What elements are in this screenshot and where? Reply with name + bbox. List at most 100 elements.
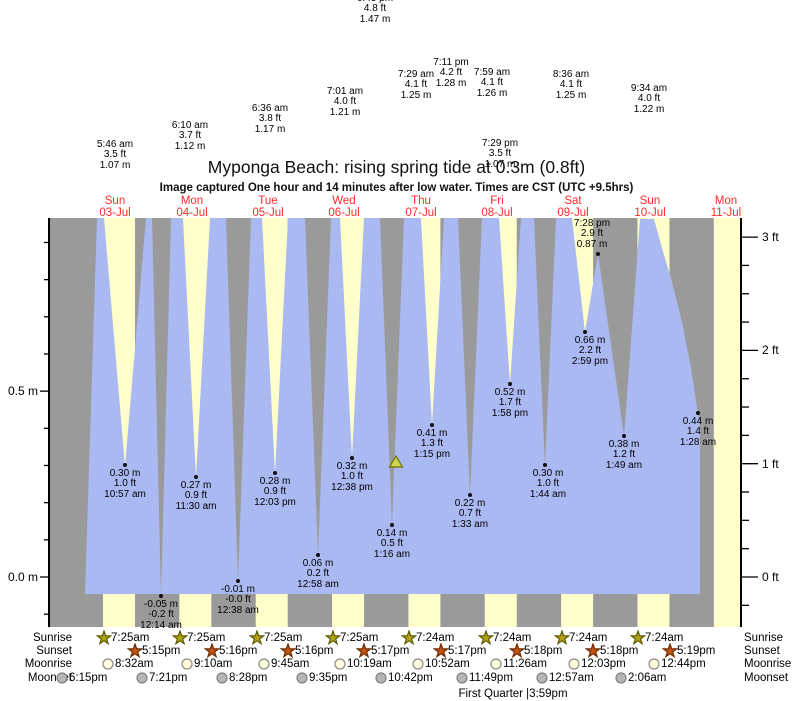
moonrise-icon <box>412 658 424 670</box>
moonset-time: 11:49pm <box>469 671 513 684</box>
page-subtitle: Image captured One hour and 14 minutes a… <box>159 182 634 194</box>
high-tide-label: 6:10 am 3.7 ft 1.12 m <box>158 120 222 152</box>
moonrise-icon <box>100 656 116 677</box>
sunrise-time: 7:25am <box>187 631 226 644</box>
row-label-moonrise-left: Moonrise <box>24 657 72 670</box>
high-tide-label: 7:28 pm 2.9 ft 0.87 m <box>560 218 624 250</box>
sunrise-star-icon <box>324 629 342 646</box>
sunset-time: 5:16pm <box>219 644 258 657</box>
day-name: Mon <box>180 195 204 207</box>
high-tide-label-line: 0.87 m <box>576 238 608 250</box>
moonrise-time: 12:44pm <box>661 657 706 670</box>
moonrise-icon <box>410 656 426 677</box>
high-tide-label-line: 1.25 m <box>555 89 587 101</box>
low-tide-label-line: 2.2 ft <box>578 345 602 357</box>
sunrise-star-icon <box>248 629 266 646</box>
moonrise-icon <box>332 656 348 677</box>
sunset-star-icon-shape <box>355 642 373 659</box>
sunset-time: 5:15pm <box>142 644 181 657</box>
sunrise-star-icon <box>248 629 266 651</box>
moonrise-icon-shape <box>102 658 114 670</box>
high-tide-label: 7:29 pm 3.5 ft 1.07 m <box>468 138 532 170</box>
sunset-star-icon <box>584 642 602 664</box>
sunset-time: 5:17pm <box>448 644 487 657</box>
low-tide-label: 0.14 m 0.5 ft 1:16 am <box>360 528 424 560</box>
low-tide-label: 0.30 m 1.0 ft 1:44 am <box>516 468 580 500</box>
sunset-star-icon-shape <box>279 642 297 659</box>
moonset-icon <box>216 672 228 684</box>
low-tide-label: -0.01 m -0.0 ft 12:38 am <box>206 584 270 616</box>
low-tide-label-line: -0.2 ft <box>148 609 174 621</box>
moonrise-time: 10:19am <box>347 657 392 670</box>
moonset-icon <box>294 670 310 691</box>
day-date: 09-Jul <box>557 206 589 219</box>
moonset-icon-shape <box>296 672 308 684</box>
day-name: Wed <box>332 195 356 207</box>
high-tide-label-line: 1.17 m <box>254 123 286 135</box>
y-axis-right-label: 1 ft <box>762 456 779 471</box>
sunset-star-icon-shape <box>584 642 602 659</box>
day-date: 04-Jul <box>176 206 208 219</box>
day-name: Sun <box>639 195 661 207</box>
high-tide-label: 7:01 am 4.0 ft 1.21 m <box>313 86 377 118</box>
low-tide-label-line: 0.32 m <box>336 461 368 472</box>
high-tide-label-line: 8:36 am <box>552 69 590 80</box>
moonrise-icon <box>181 658 193 670</box>
sunset-star-icon <box>279 642 297 659</box>
low-tide-label-line: -0.01 m <box>221 584 255 595</box>
low-tide-label: 0.06 m 0.2 ft 12:58 am <box>286 558 350 590</box>
sunrise-star-icon <box>95 629 113 651</box>
low-tide-label-line: 0.28 m <box>259 476 291 487</box>
high-tide-label-line: 3.8 ft <box>258 113 282 125</box>
sunrise-star-icon <box>324 629 342 651</box>
low-tide-dot <box>583 330 587 334</box>
high-tide-label: 7:29 am 4.1 ft 1.25 m <box>384 69 448 101</box>
moonset-icon <box>373 670 389 691</box>
low-tide-dot <box>123 463 127 467</box>
moonrise-time: 9:45am <box>271 657 310 670</box>
high-tide-label-line: 7:59 am <box>473 67 511 78</box>
low-tide-label-line: 0.30 m <box>109 468 141 479</box>
low-tide-label-line: 11:30 am <box>175 500 217 512</box>
high-tide-label: 7:59 am 4.1 ft 1.26 m <box>460 67 524 99</box>
sunrise-star-icon-shape <box>629 629 647 646</box>
low-tide-label-line: 0.30 m <box>532 468 564 479</box>
moonrise-icon <box>646 656 662 677</box>
high-tide-label-line: 6:45 pm <box>343 0 407 4</box>
high-tide-label-line: 1.07 m <box>99 159 131 171</box>
sunset-star-icon <box>584 642 602 659</box>
sunrise-star-icon <box>171 629 189 651</box>
moonrise-icon <box>102 658 114 670</box>
sunrise-time: 7:24am <box>416 631 455 644</box>
low-tide-label: 0.41 m 1.3 ft 1:15 pm <box>400 428 464 460</box>
sunset-star-icon <box>355 642 373 659</box>
sunrise-star-icon-shape <box>171 629 189 646</box>
low-tide-label-line: 10:57 am <box>104 488 146 500</box>
low-tide-label-line: 0.38 m <box>608 439 640 450</box>
moonrise-icon <box>566 656 582 677</box>
sunrise-star-icon-shape <box>553 629 571 646</box>
sunset-time: 5:17pm <box>371 644 410 657</box>
low-tide-label: 0.32 m 1.0 ft 12:38 pm <box>320 461 384 493</box>
moonset-time: 2:06am <box>628 671 667 684</box>
row-label-sunrise-right: Sunrise <box>744 631 783 644</box>
moonset-icon <box>56 672 68 684</box>
low-tide-dot <box>430 423 434 427</box>
high-tide-label-line: 4.1 ft <box>404 79 428 91</box>
low-tide-label-line: 0.14 m <box>376 528 408 539</box>
moonrise-time: 12:03pm <box>581 657 626 670</box>
low-tide-label-line: 1.4 ft <box>686 426 710 438</box>
high-tide-label-line: 1.47 m <box>359 13 391 25</box>
low-tide-label-line: 12:03 pm <box>254 496 296 508</box>
moonset-time: 9:35pm <box>309 671 348 684</box>
sunset-time: 5:19pm <box>677 644 716 657</box>
low-tide-label-line: 1.7 ft <box>498 397 522 409</box>
row-label-moonrise-right: Moonrise <box>744 657 792 670</box>
daylight-band <box>713 218 741 627</box>
low-tide-label-line: 0.22 m <box>454 498 486 509</box>
low-tide-label-line: 0.9 ft <box>184 490 208 502</box>
low-tide-label-line: 0.44 m <box>682 416 714 427</box>
high-tide-label: 8:36 am 4.1 ft 1.25 m <box>539 69 603 101</box>
sunset-star-icon <box>355 642 373 664</box>
low-tide-dot <box>316 553 320 557</box>
